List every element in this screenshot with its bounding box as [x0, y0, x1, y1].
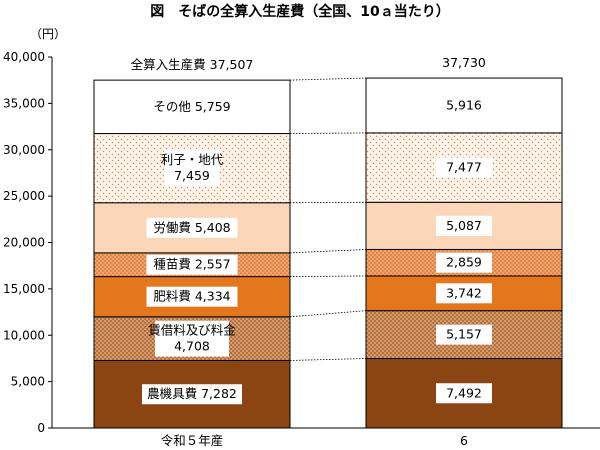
segment-label-text: 賃借料及び料金	[148, 323, 236, 338]
chart-title: 図 そばの全算入生産費（全国、10ａ当たり）	[150, 3, 449, 20]
segment-label: その他 5,759	[146, 96, 238, 117]
y-axis: 0 5,000 10,000 15,000 20,000 25,000 30,000 35,0…	[3, 50, 53, 435]
segment-label: 5,087	[436, 215, 492, 236]
total-label: 37,730	[442, 55, 486, 70]
segment-label-text: 7,459	[174, 168, 210, 183]
segment-label-text: 5,087	[446, 218, 482, 233]
segment-label-text: 7,477	[446, 160, 482, 175]
connector-line	[289, 358, 367, 361]
segment-label: 種苗費 2,557	[146, 254, 238, 275]
segment-label-text: 種苗費 2,557	[153, 257, 230, 272]
segment-label: 肥料費 4,334	[146, 286, 238, 307]
segment-label-text: 労働費 5,408	[153, 220, 230, 235]
segment-label: 5,157	[436, 324, 492, 345]
y-tick-label: 30,000	[3, 143, 45, 157]
segment-label: 農機具費 7,282	[142, 384, 242, 405]
segment-label-text: 5,157	[446, 327, 482, 342]
segment-label: 労働費 5,408	[146, 217, 238, 238]
y-axis-unit-label: （円）	[30, 27, 66, 41]
segment-label-text: 3,742	[446, 285, 482, 300]
segment-label: 7,492	[436, 383, 492, 404]
total-label: 全算入生産費 37,507	[131, 57, 254, 72]
segment-label: 7,477	[436, 157, 492, 178]
segment-label: 5,916	[436, 95, 492, 116]
segment-label-text: 5,916	[446, 97, 482, 112]
segment-label-box	[164, 150, 220, 187]
segment-label-box	[436, 95, 492, 116]
y-tick-label: 20,000	[3, 236, 45, 250]
connector-line	[289, 249, 367, 254]
segment-label-text: 2,859	[446, 255, 482, 270]
segment-label-box	[436, 324, 492, 345]
segment-label-text: 7,492	[446, 385, 482, 400]
connector-line	[289, 132, 367, 134]
segment-label-box	[146, 254, 238, 275]
segment-label-text: 4,708	[174, 339, 210, 354]
x-category-label: 令和５年産	[161, 433, 224, 448]
y-tick-label: 5,000	[11, 375, 45, 389]
x-category-label: 6	[460, 433, 468, 448]
segment-label-box	[155, 320, 229, 357]
segment-label-box	[436, 252, 492, 273]
segment-label-text: その他 5,759	[153, 99, 230, 114]
segment-label-box	[146, 286, 238, 307]
segment-label-text: 農機具費 7,282	[147, 386, 237, 401]
segment-label-box	[146, 96, 238, 117]
y-tick-label: 35,000	[3, 96, 45, 110]
connector-line	[289, 275, 367, 277]
segment-label-box	[436, 157, 492, 178]
segment-label: 3,742	[436, 283, 492, 304]
x-axis: 令和５年産 6	[52, 427, 600, 448]
connector-lines	[289, 77, 367, 361]
segment-label-box	[146, 217, 238, 238]
segment-label-text: 肥料費 4,334	[153, 289, 230, 304]
y-tick-label: 40,000	[3, 50, 45, 64]
y-tick-label: 10,000	[3, 328, 45, 342]
segment-label-box	[142, 384, 242, 405]
connector-line	[289, 310, 367, 318]
segment-label: 2,859	[436, 252, 492, 273]
segment-label-text: 利子・地代	[161, 152, 224, 167]
y-tick-label: 0	[37, 421, 45, 435]
connector-line	[289, 77, 367, 81]
segment-label-box	[436, 283, 492, 304]
segment-label-box	[436, 383, 492, 404]
y-tick-label: 15,000	[3, 282, 45, 296]
segment-label: 利子・地代7,459	[161, 150, 224, 187]
y-tick-label: 25,000	[3, 189, 45, 203]
segment-label-box	[436, 215, 492, 236]
